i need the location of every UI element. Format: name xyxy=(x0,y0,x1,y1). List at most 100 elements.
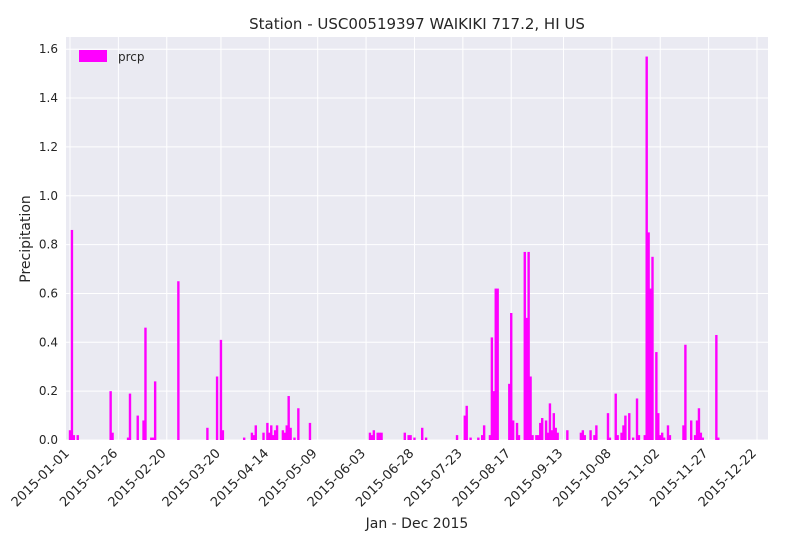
bar xyxy=(649,288,652,440)
bar xyxy=(697,408,701,440)
y-tick-label: 1.2 xyxy=(39,140,58,154)
bar xyxy=(693,435,697,440)
bars-prcp xyxy=(68,56,720,440)
x-axis-label: Jan - Dec 2015 xyxy=(365,516,469,532)
legend-label-prcp: prcp xyxy=(118,50,145,64)
bar xyxy=(252,435,256,440)
bar xyxy=(153,381,157,440)
legend-swatch-prcp xyxy=(79,50,107,62)
bar xyxy=(606,413,610,440)
y-tick-label: 0.4 xyxy=(39,335,58,349)
bar xyxy=(424,437,428,440)
bar xyxy=(631,437,635,440)
bar xyxy=(662,437,666,440)
bar xyxy=(482,425,486,440)
bar xyxy=(465,405,468,440)
bar xyxy=(275,425,279,440)
bar xyxy=(142,420,145,440)
bar xyxy=(370,435,374,440)
bar xyxy=(552,413,556,440)
y-tick-label: 0.6 xyxy=(39,286,58,300)
bar xyxy=(289,427,292,440)
bar xyxy=(144,327,147,440)
bar xyxy=(620,432,623,440)
bar xyxy=(403,432,406,440)
bar xyxy=(540,418,544,440)
bar xyxy=(266,422,269,440)
bar xyxy=(421,427,424,440)
bar xyxy=(455,435,459,440)
bar xyxy=(690,420,693,440)
bar xyxy=(535,435,538,440)
bar xyxy=(281,430,285,440)
bar xyxy=(488,435,492,440)
bar xyxy=(581,430,585,440)
bar xyxy=(128,393,132,440)
bar xyxy=(72,435,76,440)
y-tick-label: 0.0 xyxy=(39,433,58,447)
bar xyxy=(643,435,646,440)
bar xyxy=(595,425,598,440)
bar xyxy=(515,422,519,440)
y-axis-label: Precipitation xyxy=(18,195,34,283)
bar xyxy=(701,437,705,440)
bar xyxy=(544,420,548,440)
bar xyxy=(293,437,296,440)
bar xyxy=(715,334,718,440)
bar xyxy=(206,427,209,440)
bar xyxy=(492,391,496,440)
bar xyxy=(68,430,72,440)
y-tick-label: 1.4 xyxy=(39,91,58,105)
bar xyxy=(682,425,685,440)
y-tick-label: 1.0 xyxy=(39,189,58,203)
bar xyxy=(546,432,550,440)
bar xyxy=(250,432,254,440)
bar xyxy=(496,288,499,440)
bar xyxy=(136,415,139,440)
bar xyxy=(666,425,670,440)
legend: prcp xyxy=(79,50,145,64)
bar xyxy=(537,435,540,440)
y-tick-labels: 0.0 0.2 0.4 0.6 0.8 1.0 1.2 1.4 1.6 xyxy=(39,42,58,447)
bar xyxy=(579,432,583,440)
y-tick-label: 0.2 xyxy=(39,384,58,398)
bar xyxy=(508,383,511,440)
bar xyxy=(684,344,687,440)
bar xyxy=(297,408,300,440)
bar xyxy=(368,432,372,440)
grid-lines xyxy=(66,37,768,441)
bar xyxy=(409,435,412,440)
bar xyxy=(308,422,312,440)
bar xyxy=(109,391,112,440)
bar xyxy=(622,425,625,440)
bar xyxy=(655,352,658,440)
bar xyxy=(285,425,288,440)
bar xyxy=(660,432,664,440)
y-tick-label: 1.6 xyxy=(39,42,58,56)
bar xyxy=(554,427,557,440)
bar xyxy=(469,437,472,440)
bar xyxy=(254,425,257,440)
bar xyxy=(550,430,554,440)
bar xyxy=(407,435,410,440)
bar xyxy=(376,432,379,440)
bar xyxy=(635,398,639,440)
bar xyxy=(608,437,612,440)
bar xyxy=(556,432,559,440)
bar xyxy=(657,413,660,440)
y-tick-label: 0.8 xyxy=(39,238,58,252)
bar xyxy=(637,435,641,440)
bar xyxy=(150,437,153,440)
bar xyxy=(271,435,275,440)
bar xyxy=(651,256,654,440)
bar xyxy=(380,432,383,440)
bar xyxy=(215,376,219,440)
plot-area xyxy=(66,37,768,440)
bar xyxy=(510,312,513,440)
bar xyxy=(221,430,225,440)
bar xyxy=(624,415,627,440)
bar xyxy=(529,376,532,440)
bar xyxy=(270,425,273,440)
bar xyxy=(717,437,720,440)
bar xyxy=(177,281,180,440)
